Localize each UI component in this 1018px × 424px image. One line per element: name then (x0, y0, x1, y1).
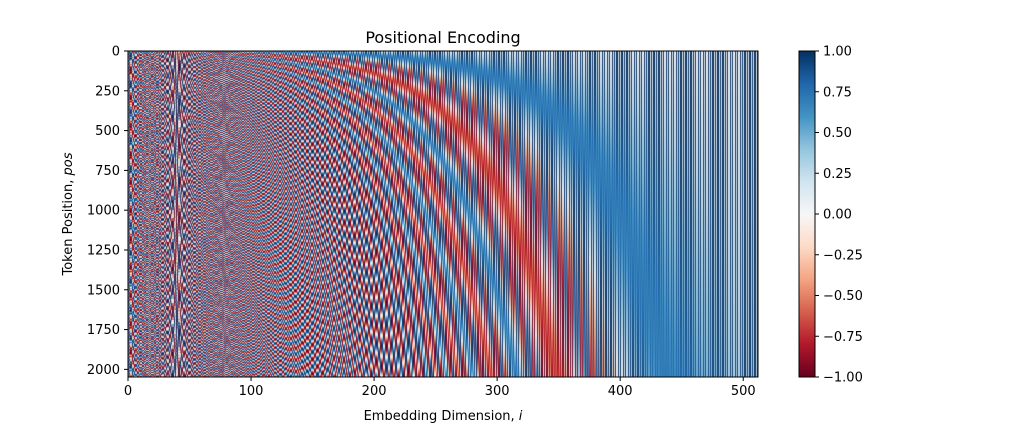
y-tick-label: 1500 (87, 283, 120, 298)
colorbar-tick-label: −0.25 (823, 248, 863, 263)
colorbar-ticks: 1.00 0.75 0.50 0.25 0.00 −0.25 −0.50 −0.75 −1.00 (815, 45, 863, 386)
x-axis-label-text: Embedding Dimension, (364, 409, 519, 424)
heatmap-image (128, 51, 758, 377)
x-axis-label-var: i (519, 409, 523, 424)
colorbar-frame (798, 50, 816, 378)
y-tick-label: 750 (95, 164, 120, 179)
x-tick-label: 300 (485, 384, 510, 399)
colorbar-tick-label: −1.00 (823, 371, 863, 386)
y-axis-label: Token Position, pos (61, 152, 76, 276)
x-axis-label: Embedding Dimension, i (364, 409, 523, 424)
colorbar-tick-label: −0.75 (823, 330, 863, 345)
y-tick-label: 2000 (87, 363, 120, 378)
y-tick-label: 500 (95, 124, 120, 139)
x-tick-label: 100 (239, 384, 264, 399)
y-axis-ticks: 0 250 500 750 1000 1250 1500 1750 2000 (87, 45, 128, 378)
y-tick-label: 0 (112, 45, 120, 60)
y-tick-label: 250 (95, 84, 120, 99)
colorbar-tick-label: 0.00 (823, 208, 852, 223)
chart-title: Positional Encoding (365, 28, 520, 47)
colorbar-tick-label: 0.75 (823, 85, 852, 100)
y-axis-label-var: pos (61, 152, 76, 176)
plot-frame (127, 50, 759, 378)
x-tick-label: 200 (362, 384, 387, 399)
y-tick-label: 1250 (87, 243, 120, 258)
x-axis-ticks: 0 100 200 300 400 500 (124, 377, 756, 399)
x-tick-label: 0 (124, 384, 132, 399)
x-tick-label: 400 (608, 384, 633, 399)
x-tick-label: 500 (731, 384, 756, 399)
colorbar-tick-label: 1.00 (823, 45, 852, 60)
colorbar-gradient (799, 51, 815, 377)
y-tick-label: 1000 (87, 204, 120, 219)
colorbar-tick-label: 0.25 (823, 167, 852, 182)
y-axis-label-text: Token Position, (61, 175, 76, 276)
colorbar-tick-label: 0.50 (823, 126, 852, 141)
y-tick-label: 1750 (87, 323, 120, 338)
colorbar-tick-label: −0.50 (823, 289, 863, 304)
